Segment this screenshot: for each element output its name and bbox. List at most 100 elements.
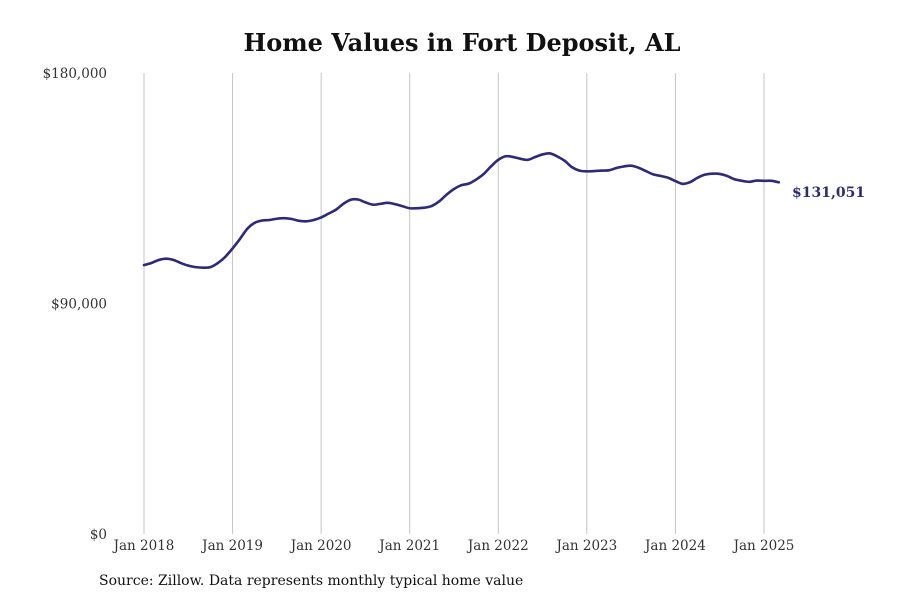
chart-title: Home Values in Fort Deposit, AL — [244, 28, 681, 57]
data-point — [393, 202, 397, 206]
data-point — [364, 201, 367, 204]
data-point — [452, 187, 456, 191]
data-point — [216, 261, 220, 265]
data-point — [260, 219, 264, 222]
data-point — [615, 166, 618, 170]
y-tick-label: $90,000 — [51, 297, 107, 313]
data-point — [548, 152, 552, 155]
x-axis: Jan 2018 Jan 2019 Jan 2020 Jan 2021 Jan 2022… — [112, 538, 795, 554]
data-point — [563, 159, 566, 163]
data-point — [460, 183, 463, 187]
data-point — [268, 218, 271, 222]
data-point — [157, 258, 160, 262]
data-point — [703, 173, 707, 176]
data-point — [371, 203, 375, 206]
data-point — [504, 155, 507, 158]
y-tick-label: $0 — [90, 527, 107, 543]
x-tick-label: Jan 2018 — [112, 538, 175, 554]
data-point — [415, 207, 419, 210]
data-point — [349, 198, 352, 201]
data-point — [223, 255, 227, 259]
data-point — [356, 198, 360, 201]
data-point — [467, 182, 470, 185]
data-point — [142, 263, 146, 267]
data-point — [770, 179, 773, 183]
data-point — [556, 155, 559, 158]
data-point — [681, 182, 684, 186]
data-point — [629, 164, 633, 167]
data-point — [297, 219, 301, 222]
data-point — [312, 218, 315, 222]
data-point — [319, 216, 323, 219]
y-axis: $0 $90,000 $180,000 — [43, 66, 107, 543]
end-value-label: $131,051 — [792, 185, 865, 201]
data-point — [445, 193, 448, 196]
data-point — [593, 169, 596, 173]
data-point — [652, 173, 655, 176]
data-point — [238, 237, 242, 241]
data-point — [334, 208, 338, 211]
data-point — [378, 202, 382, 206]
series-layer — [142, 152, 781, 269]
x-tick-label: Jan 2022 — [466, 538, 529, 554]
data-point — [290, 217, 293, 221]
data-point — [600, 169, 603, 172]
data-point — [423, 206, 426, 209]
y-tick-label: $180,000 — [43, 66, 107, 82]
data-point — [283, 217, 286, 220]
data-point — [172, 258, 175, 262]
data-point — [430, 204, 434, 208]
data-point — [408, 207, 411, 210]
data-point — [578, 169, 581, 172]
data-point — [666, 176, 670, 179]
data-point — [187, 264, 190, 267]
data-point — [585, 170, 589, 173]
data-point — [231, 247, 234, 250]
data-point — [150, 261, 153, 265]
data-point — [511, 155, 515, 159]
data-point — [718, 172, 721, 176]
data-point — [275, 217, 279, 220]
data-point — [637, 166, 640, 169]
data-point — [482, 172, 485, 176]
data-point — [748, 180, 751, 184]
data-point — [305, 220, 308, 223]
data-point — [438, 200, 441, 203]
data-point — [179, 261, 183, 265]
data-point — [342, 202, 345, 206]
x-tick-label: Jan 2021 — [377, 538, 440, 554]
data-point — [762, 179, 766, 183]
data-point — [607, 169, 611, 172]
data-point — [253, 221, 256, 225]
data-point — [401, 204, 404, 208]
data-point — [533, 155, 537, 159]
x-tick-label: Jan 2023 — [554, 538, 617, 554]
data-point — [688, 180, 692, 184]
data-point — [777, 181, 780, 184]
data-point — [474, 178, 478, 181]
x-tick-label: Jan 2025 — [732, 538, 795, 554]
data-point — [725, 174, 729, 178]
data-point — [327, 212, 330, 215]
data-point — [696, 176, 699, 179]
data-point — [526, 158, 529, 162]
data-point — [246, 227, 249, 230]
data-point — [164, 257, 168, 260]
x-tick-label: Jan 2019 — [200, 538, 263, 554]
gridlines — [143, 73, 765, 534]
data-point — [674, 179, 677, 183]
series-line — [142, 152, 781, 269]
x-tick-label: Jan 2020 — [289, 538, 352, 554]
data-point — [740, 179, 744, 183]
data-point — [209, 265, 212, 269]
data-point — [489, 165, 493, 168]
data-point — [519, 157, 522, 160]
x-tick-label: Jan 2024 — [643, 538, 706, 554]
data-point — [541, 153, 544, 156]
data-point — [659, 174, 662, 178]
data-point — [711, 172, 714, 175]
data-point — [733, 178, 736, 181]
data-point — [497, 158, 500, 162]
data-point — [644, 169, 648, 173]
